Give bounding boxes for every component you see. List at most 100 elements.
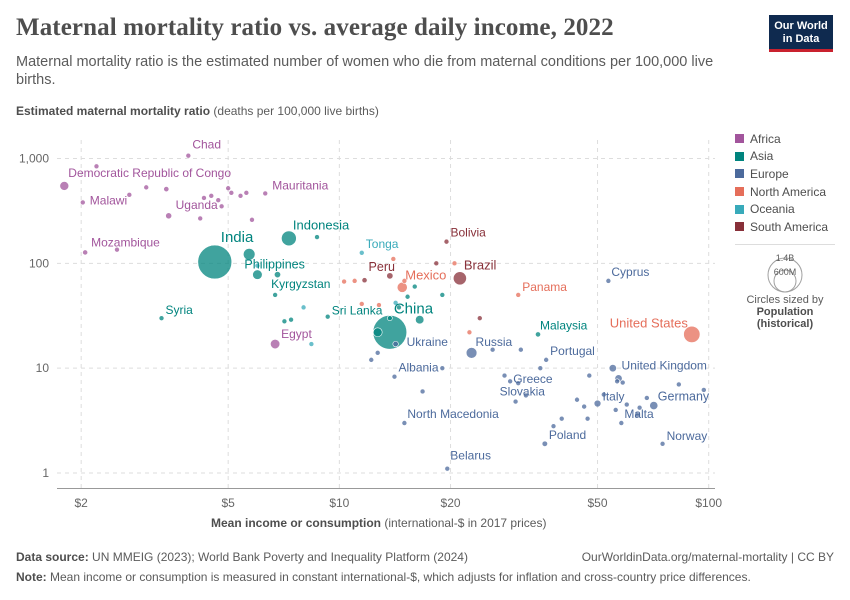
legend-item-north-america[interactable]: North America (735, 183, 828, 201)
data-point[interactable] (612, 407, 619, 413)
data-point-india[interactable] (197, 244, 233, 280)
data-point[interactable] (308, 341, 315, 347)
data-point[interactable] (215, 197, 222, 203)
data-point-bolivia[interactable] (443, 238, 450, 245)
data-point[interactable] (619, 379, 626, 386)
data-point[interactable] (314, 234, 320, 240)
data-point-italy[interactable] (593, 399, 602, 408)
data-point[interactable] (396, 304, 402, 311)
data-point[interactable] (374, 350, 381, 356)
data-point[interactable] (581, 403, 587, 410)
data-point[interactable] (476, 315, 483, 321)
data-point[interactable] (237, 193, 244, 199)
data-point[interactable] (623, 401, 630, 408)
data-point[interactable] (197, 215, 204, 222)
data-point[interactable] (584, 415, 591, 422)
data-point[interactable] (439, 292, 446, 298)
data-point[interactable] (254, 262, 261, 269)
data-point-peru[interactable] (361, 277, 368, 284)
source-url[interactable]: OurWorldinData.org/maternal-mortality | … (581, 550, 834, 564)
data-point[interactable] (451, 260, 458, 267)
data-point[interactable] (341, 278, 347, 285)
data-point[interactable] (636, 404, 643, 411)
data-point[interactable] (372, 327, 383, 338)
data-point[interactable] (228, 190, 235, 196)
data-point[interactable] (243, 190, 250, 196)
data-point[interactable] (201, 195, 207, 201)
data-point-chad[interactable] (185, 152, 192, 159)
data-point[interactable] (550, 423, 557, 429)
source-text[interactable]: UN MMEIG (2023); World Bank Poverty and … (88, 550, 468, 564)
data-point[interactable] (368, 357, 375, 363)
data-point[interactable] (249, 217, 255, 223)
data-point[interactable] (439, 365, 446, 371)
data-point[interactable] (415, 315, 425, 325)
legend-item-asia[interactable]: Asia (735, 148, 828, 166)
data-point[interactable] (163, 186, 170, 193)
data-point-syria[interactable] (158, 315, 165, 321)
data-point[interactable] (614, 378, 620, 385)
data-point[interactable] (376, 302, 382, 308)
data-point[interactable] (518, 346, 524, 353)
data-point-ukraine[interactable] (392, 340, 399, 348)
data-point-egypt[interactable] (270, 338, 281, 350)
data-point-albania[interactable] (391, 373, 398, 380)
data-point[interactable] (143, 184, 150, 191)
data-point[interactable] (634, 411, 640, 418)
data-point-uganda[interactable] (165, 212, 173, 220)
data-point[interactable] (523, 392, 529, 399)
data-point-greece[interactable] (515, 380, 522, 386)
data-point[interactable] (243, 248, 256, 261)
data-point-mauritania[interactable] (262, 190, 269, 197)
data-point[interactable] (225, 185, 231, 192)
data-point-russia[interactable] (465, 347, 478, 359)
legend-item-africa[interactable]: Africa (735, 130, 828, 148)
data-point[interactable] (300, 304, 307, 311)
data-point[interactable] (419, 388, 426, 395)
data-point[interactable] (507, 378, 513, 385)
data-point[interactable] (411, 283, 418, 290)
data-point[interactable] (501, 372, 508, 379)
data-point-malawi[interactable] (79, 199, 86, 206)
data-point[interactable] (392, 300, 399, 306)
data-point-united-states[interactable] (683, 325, 701, 343)
data-point[interactable] (93, 163, 100, 170)
data-point-democratic-republic-of-congo[interactable] (59, 181, 70, 191)
data-point-cyprus[interactable] (605, 278, 612, 284)
data-point[interactable] (274, 271, 281, 279)
data-point-indonesia[interactable] (281, 230, 297, 247)
data-point[interactable] (351, 278, 358, 284)
data-point-norway[interactable] (659, 441, 666, 447)
data-point[interactable] (701, 387, 707, 393)
data-point-panama[interactable] (515, 292, 522, 298)
data-point[interactable] (208, 193, 215, 199)
data-point-slovakia[interactable] (512, 398, 519, 405)
data-point[interactable] (218, 203, 225, 210)
data-point-malta[interactable] (618, 420, 625, 426)
data-point-poland[interactable] (541, 440, 548, 447)
data-point-philippines[interactable] (252, 269, 263, 280)
data-point[interactable] (126, 192, 133, 198)
data-point[interactable] (358, 301, 365, 307)
data-point[interactable] (574, 396, 580, 403)
data-point[interactable] (114, 246, 120, 253)
data-point[interactable] (386, 272, 394, 280)
data-point[interactable] (390, 256, 397, 262)
data-point-mozambique[interactable] (82, 249, 89, 256)
data-point-belarus[interactable] (444, 465, 451, 472)
data-point[interactable] (404, 293, 411, 300)
data-point[interactable] (644, 395, 650, 401)
data-point-malaysia[interactable] (535, 331, 541, 338)
data-point[interactable] (489, 346, 496, 353)
data-point-mexico[interactable] (396, 281, 408, 293)
data-point-kyrgyzstan[interactable] (272, 292, 278, 298)
data-point[interactable] (676, 381, 682, 388)
data-point[interactable] (281, 318, 288, 325)
data-point[interactable] (466, 329, 473, 336)
data-point[interactable] (608, 364, 617, 373)
legend-item-europe[interactable]: Europe (735, 165, 828, 183)
data-point[interactable] (537, 365, 544, 371)
data-point-portugal[interactable] (543, 357, 549, 363)
data-point-germany[interactable] (649, 401, 659, 410)
data-point-tonga[interactable] (358, 249, 365, 256)
